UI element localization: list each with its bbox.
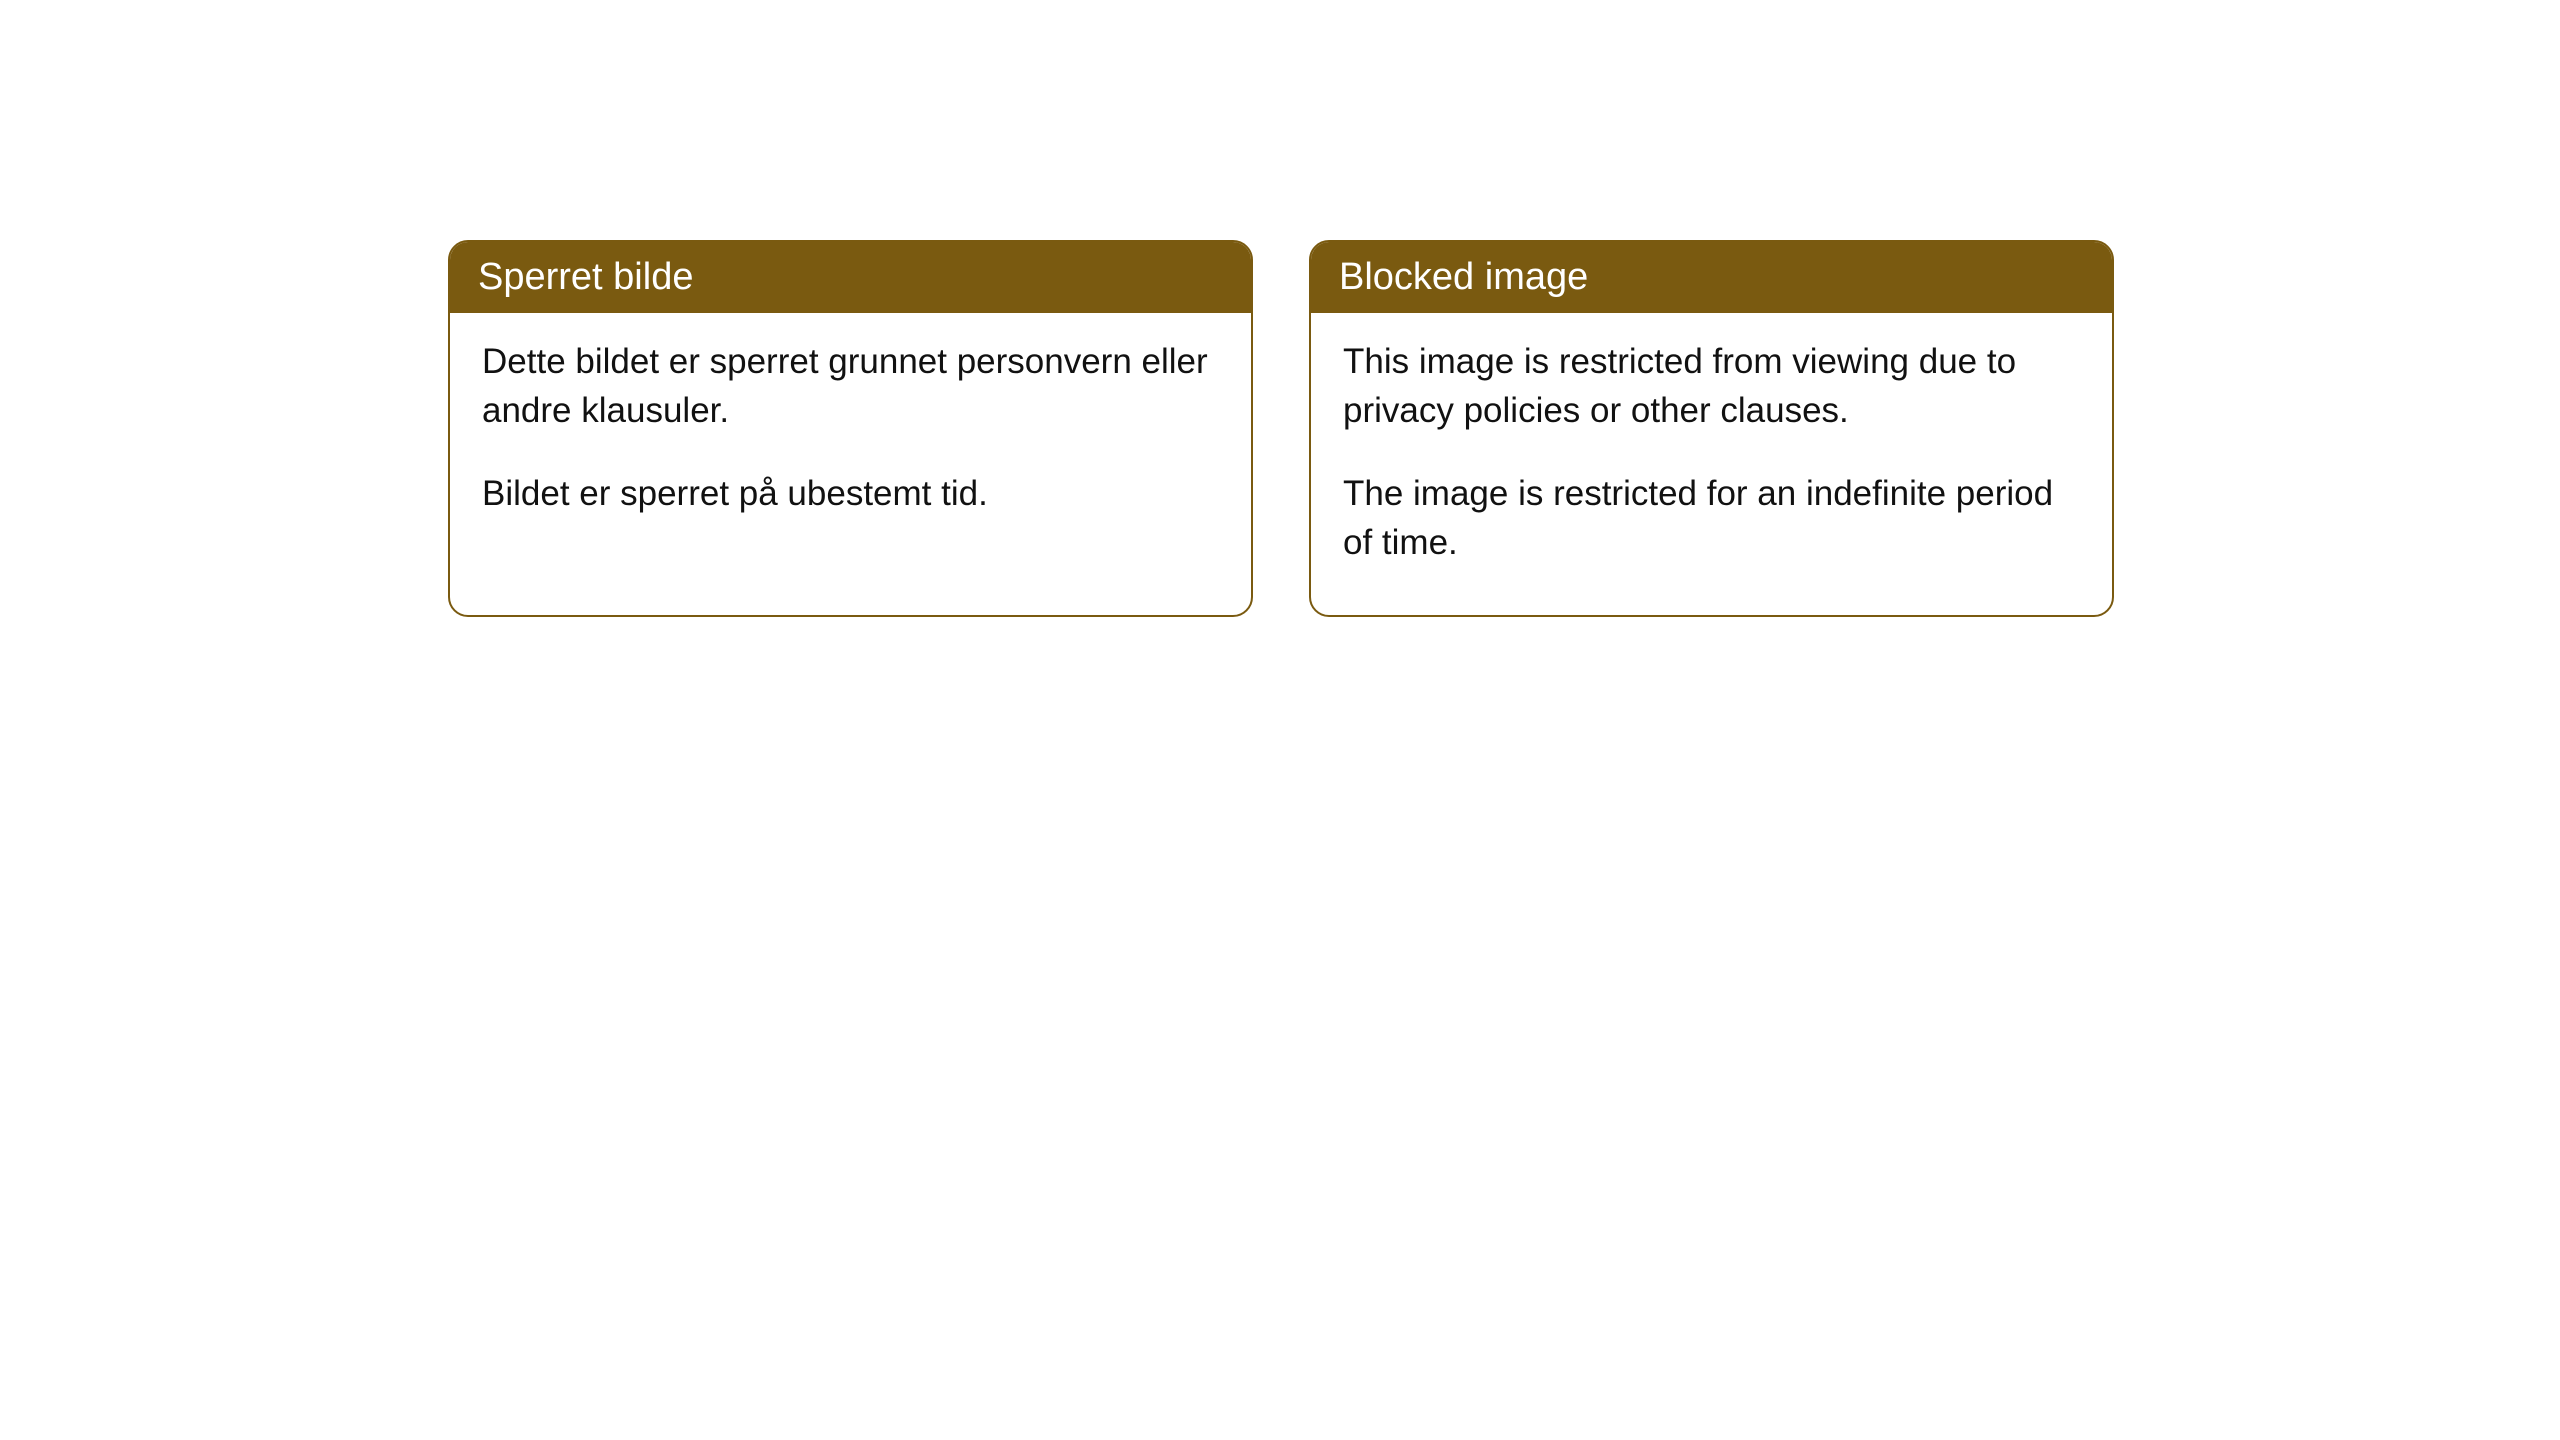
blocked-image-card-no: Sperret bilde Dette bildet er sperret gr…: [448, 240, 1253, 617]
blocked-image-card-en: Blocked image This image is restricted f…: [1309, 240, 2114, 617]
card-text-en-2: The image is restricted for an indefinit…: [1343, 469, 2080, 567]
card-body-no: Dette bildet er sperret grunnet personve…: [450, 313, 1251, 566]
card-text-no-2: Bildet er sperret på ubestemt tid.: [482, 469, 1219, 518]
notice-container: Sperret bilde Dette bildet er sperret gr…: [0, 0, 2560, 617]
card-text-en-1: This image is restricted from viewing du…: [1343, 337, 2080, 435]
card-header-no: Sperret bilde: [450, 242, 1251, 313]
card-body-en: This image is restricted from viewing du…: [1311, 313, 2112, 615]
card-text-no-1: Dette bildet er sperret grunnet personve…: [482, 337, 1219, 435]
card-header-en: Blocked image: [1311, 242, 2112, 313]
